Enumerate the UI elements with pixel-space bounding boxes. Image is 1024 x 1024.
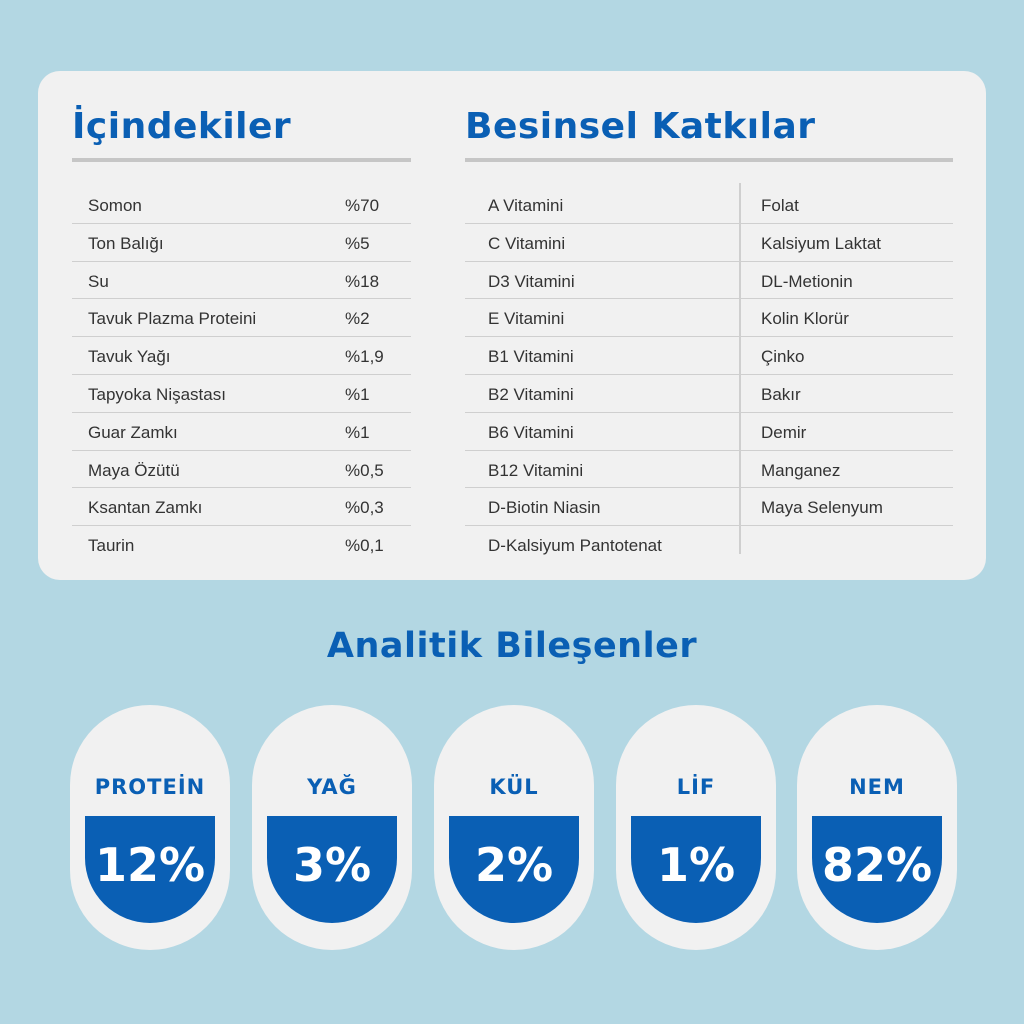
ingredient-name: Tapyoka Nişastası xyxy=(88,384,226,404)
list-item: Çinko xyxy=(740,337,953,375)
table-row: Taurin %0,1 xyxy=(72,526,411,564)
analytic-value: 2% xyxy=(474,838,554,892)
analytic-value: 3% xyxy=(292,838,372,892)
list-item: B2 Vitamini xyxy=(465,375,739,413)
table-row: Su %18 xyxy=(72,262,411,300)
additive-name: D-Biotin Niasin xyxy=(488,498,601,518)
table-row: Maya Özütü %0,5 xyxy=(72,451,411,489)
analytic-value-shield: 82% xyxy=(812,816,942,923)
analytics-title: Analitik Bileşenler xyxy=(326,626,698,666)
list-item: Kolin Klorür xyxy=(740,299,953,338)
list-item: C Vitamini xyxy=(465,224,739,262)
additives-column-divider xyxy=(739,183,741,554)
analytic-value-shield: 2% xyxy=(449,816,579,923)
additive-name: E Vitamini xyxy=(488,309,565,329)
additive-name: Kalsiyum Laktat xyxy=(761,233,881,253)
ingredient-percent: %1 xyxy=(345,384,370,404)
additive-name: D3 Vitamini xyxy=(488,271,575,291)
list-item: A Vitamini xyxy=(465,186,739,224)
additive-name: D-Kalsiyum Pantotenat xyxy=(488,536,662,556)
additive-name: Folat xyxy=(761,196,799,215)
additives-column-1: A Vitamini C Vitamini D3 Vitamini E Vita… xyxy=(465,186,739,564)
ingredient-name: Ksantan Zamkı xyxy=(88,498,203,518)
analytic-label: NEM xyxy=(849,775,905,799)
ingredient-percent: %5 xyxy=(345,233,370,253)
list-item: Kalsiyum Laktat xyxy=(740,224,953,262)
list-item: Bakır xyxy=(740,375,953,413)
analytic-label: LİF xyxy=(676,775,716,799)
ingredients-title: İçindekiler xyxy=(72,106,292,147)
table-row: Guar Zamkı %1 xyxy=(72,413,411,451)
analytic-value: 1% xyxy=(656,838,736,892)
list-item: DL-Metionin xyxy=(740,262,953,300)
info-card xyxy=(38,71,986,580)
ingredients-table: Somon %70 Ton Balığı %5 Su %18 Tavuk Plazma… xyxy=(72,186,411,564)
list-item: Demir xyxy=(740,413,953,451)
list-item: B12 Vitamini xyxy=(465,451,739,489)
analytic-badge-protein: PROTEİN 12% xyxy=(70,705,230,950)
additive-name: B1 Vitamini xyxy=(488,347,574,367)
analytic-value-shield: 12% xyxy=(85,816,215,923)
additives-title-rule xyxy=(465,158,953,162)
additives-title: Besinsel Katkılar xyxy=(465,106,816,147)
ingredient-name: Su xyxy=(88,271,109,291)
list-item: E Vitamini xyxy=(465,299,739,338)
additives-column-2: Folat Kalsiyum Laktat DL-Metionin Kolin … xyxy=(740,186,953,527)
table-row: Tavuk Yağı %1,9 xyxy=(72,337,411,375)
additive-name: Kolin Klorür xyxy=(761,309,849,329)
table-row: Ton Balığı %5 xyxy=(72,224,411,262)
ingredient-percent: %2 xyxy=(345,309,370,329)
additive-name: B2 Vitamini xyxy=(488,384,574,404)
list-item: B6 Vitamini xyxy=(465,413,739,451)
analytic-badge-fat: YAĞ 3% xyxy=(252,705,412,950)
ingredient-percent: %0,5 xyxy=(345,460,384,480)
ingredient-percent: %0,1 xyxy=(345,536,384,556)
additive-name: C Vitamini xyxy=(488,233,566,253)
analytic-badge-moisture: NEM 82% xyxy=(797,705,957,950)
list-item: D-Biotin Niasin xyxy=(465,488,739,527)
analytic-label: PROTEİN xyxy=(94,775,206,799)
ingredient-percent: %1 xyxy=(345,422,370,442)
additive-name: DL-Metionin xyxy=(761,271,853,291)
ingredient-name: Ton Balığı xyxy=(88,233,164,253)
list-item: D3 Vitamini xyxy=(465,262,739,300)
list-item: D-Kalsiyum Pantotenat xyxy=(465,526,739,564)
table-row: Tapyoka Nişastası %1 xyxy=(72,375,411,413)
ingredient-percent: %18 xyxy=(345,271,380,291)
ingredients-title-rule xyxy=(72,158,411,162)
list-item: Maya Selenyum xyxy=(740,488,953,527)
analytic-value-shield: 3% xyxy=(267,816,397,923)
table-row: Somon %70 xyxy=(72,186,411,224)
additive-name: Maya Selenyum xyxy=(761,498,883,518)
additive-name: B6 Vitamini xyxy=(488,422,574,442)
analytic-badge-fiber: LİF 1% xyxy=(616,705,776,950)
list-item: B1 Vitamini xyxy=(465,337,739,375)
additive-name: A Vitamini xyxy=(488,196,564,215)
list-item: Folat xyxy=(740,186,953,224)
ingredient-name: Guar Zamkı xyxy=(88,422,178,442)
ingredient-name: Maya Özütü xyxy=(88,460,180,480)
additive-name: B12 Vitamini xyxy=(488,460,584,480)
list-item: Manganez xyxy=(740,451,953,489)
additive-name: Demir xyxy=(761,422,807,442)
ingredient-percent: %1,9 xyxy=(345,347,384,367)
analytic-value: 12% xyxy=(94,838,206,892)
analytic-value-shield: 1% xyxy=(631,816,761,923)
additive-name: Çinko xyxy=(761,347,805,367)
analytic-value: 82% xyxy=(821,838,933,892)
table-row: Tavuk Plazma Proteini %2 xyxy=(72,299,411,338)
ingredient-percent: %0,3 xyxy=(345,498,384,518)
additive-name: Manganez xyxy=(761,460,841,480)
ingredient-percent: %70 xyxy=(345,196,380,215)
additive-name: Bakır xyxy=(761,384,801,404)
ingredient-name: Tavuk Yağı xyxy=(88,347,171,367)
analytic-badge-ash: KÜL 2% xyxy=(434,705,594,950)
ingredient-name: Taurin xyxy=(88,536,135,556)
analytic-label: KÜL xyxy=(489,775,539,799)
table-row: Ksantan Zamkı %0,3 xyxy=(72,488,411,527)
ingredient-name: Tavuk Plazma Proteini xyxy=(88,309,257,329)
analytic-label: YAĞ xyxy=(307,775,357,799)
ingredient-name: Somon xyxy=(88,196,142,215)
